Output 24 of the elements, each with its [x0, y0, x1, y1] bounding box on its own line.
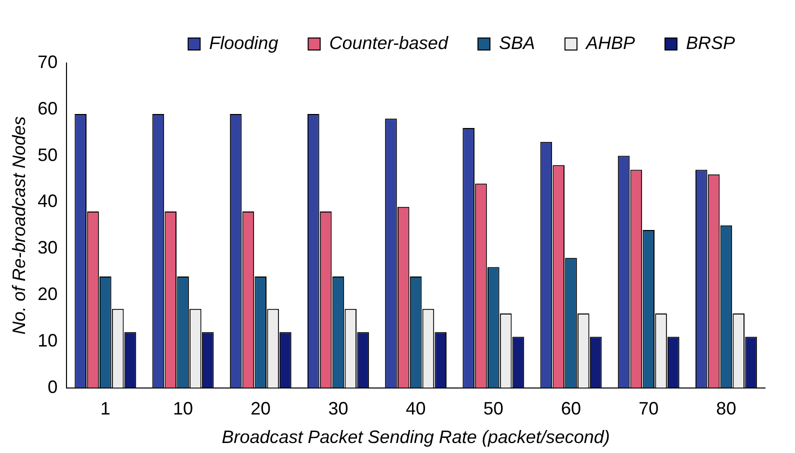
- legend-label: AHBP: [584, 33, 635, 53]
- y-tick-label: 70: [38, 52, 58, 72]
- y-tick-label: 0: [48, 376, 58, 397]
- x-tick-label: 60: [560, 398, 582, 419]
- x-tick-label: 50: [483, 398, 504, 419]
- y-axis-title: No. of Re-broadcast Nodes: [8, 116, 29, 334]
- y-tick-label: 20: [38, 284, 58, 304]
- legend-label: Counter-based: [329, 33, 449, 53]
- y-tick-label: 50: [38, 144, 58, 165]
- x-tick-label: 80: [716, 398, 736, 419]
- legend-label: BRSP: [686, 33, 736, 53]
- y-tick-label: 30: [38, 238, 58, 258]
- y-tick-label: 60: [38, 98, 58, 118]
- x-tick-label: 10: [173, 398, 194, 419]
- x-tick-label: 40: [406, 398, 426, 419]
- x-tick-label: 1: [100, 398, 110, 419]
- y-tick-label: 40: [38, 191, 58, 212]
- legend-label: SBA: [498, 33, 535, 53]
- x-tick-label: 30: [328, 398, 348, 419]
- x-tick-label: 20: [250, 398, 271, 419]
- y-tick-label: 10: [38, 330, 58, 350]
- legend-label: Flooding: [209, 33, 278, 53]
- x-tick-label: 70: [638, 398, 659, 419]
- x-axis-title: Broadcast Packet Sending Rate (packet/second): [222, 427, 610, 448]
